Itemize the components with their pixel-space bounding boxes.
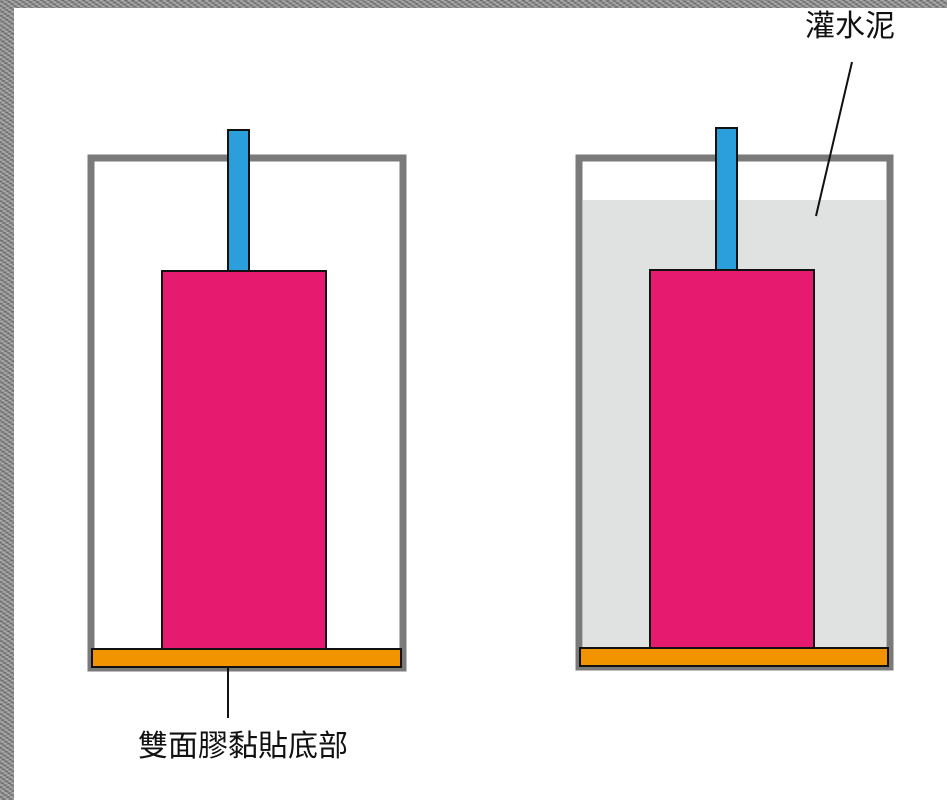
right-assembly (575, 61, 894, 671)
left-assembly (87, 129, 407, 718)
right-base-plate (579, 647, 889, 667)
cement-leader-line (815, 61, 853, 217)
tape-label: 雙面膠黏貼底部 (138, 729, 348, 764)
left-base-plate (91, 648, 402, 668)
right-block (649, 269, 815, 651)
right-rod (715, 127, 738, 272)
left-rod (227, 129, 250, 273)
left-block (161, 270, 327, 652)
cement-label: 灌水泥 (805, 9, 895, 44)
